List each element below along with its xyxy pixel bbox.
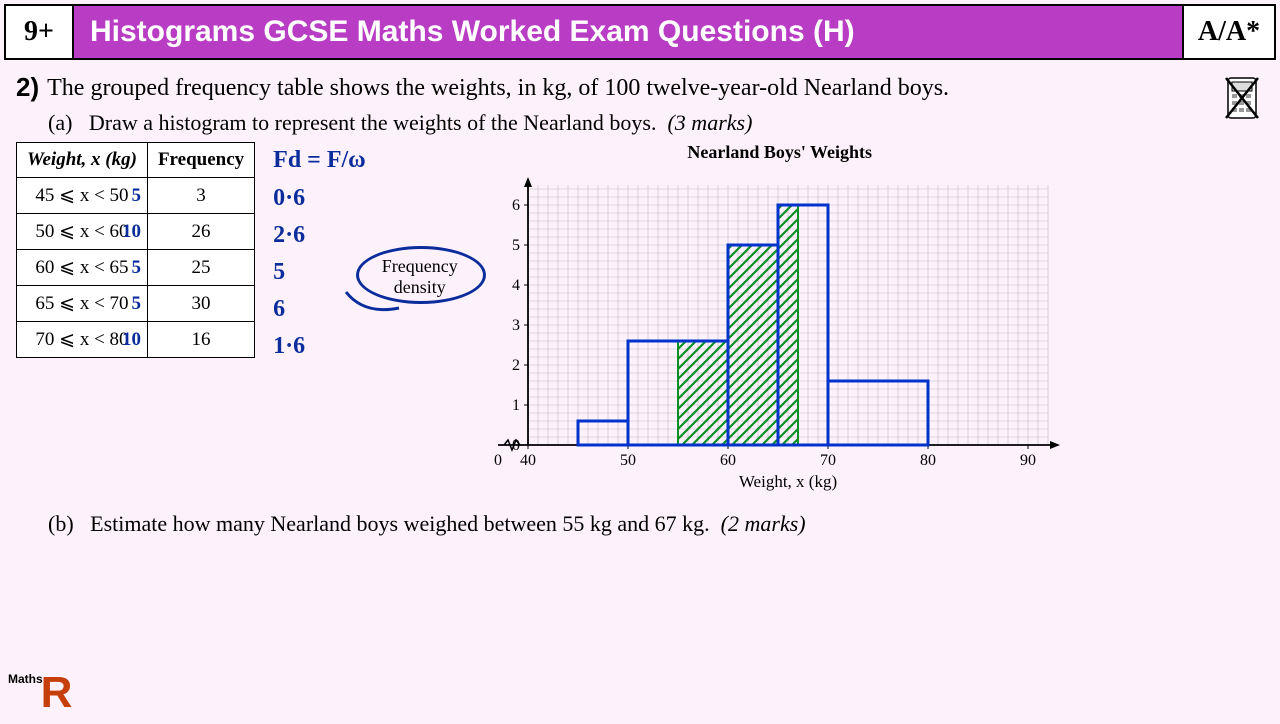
logo-r: R — [41, 668, 73, 717]
swoosh-icon — [344, 290, 404, 320]
svg-text:6: 6 — [512, 197, 520, 214]
table-row: 50 ⩽ x < 6010 26 — [17, 214, 255, 250]
svg-text:60: 60 — [720, 452, 736, 469]
frequency-table: Weight, x (kg) Frequency 45 ⩽ x < 505 3 … — [16, 142, 255, 358]
body-row: Weight, x (kg) Frequency 45 ⩽ x < 505 3 … — [16, 142, 1264, 497]
svg-text:50: 50 — [620, 452, 636, 469]
fd-value: 1·6 — [273, 328, 366, 365]
table-row: 45 ⩽ x < 505 3 — [17, 178, 255, 214]
fd-value: 5 — [273, 254, 366, 291]
col-weight-header: Weight, x (kg) — [17, 143, 148, 178]
range-cell: 45 ⩽ x < 50 — [35, 185, 128, 206]
table-row: 65 ⩽ x < 705 30 — [17, 286, 255, 322]
chart-svg: 01234560405060708090Weight, x (kg) — [480, 167, 1080, 497]
part-b-marks: (2 marks) — [721, 511, 806, 536]
svg-text:70: 70 — [820, 452, 836, 469]
svg-text:3: 3 — [512, 317, 520, 334]
svg-text:2: 2 — [512, 357, 520, 374]
part-a-marks: (3 marks) — [667, 110, 752, 135]
range-cell: 65 ⩽ x < 70 — [35, 293, 128, 314]
freq-cell: 16 — [147, 322, 254, 358]
width-annotation: 5 — [131, 185, 141, 207]
svg-text:0: 0 — [512, 437, 520, 454]
grade-box: 9+ — [6, 6, 74, 58]
width-annotation: 10 — [122, 221, 141, 243]
part-b-label: (b) — [48, 511, 74, 536]
logo-maths: Maths — [8, 672, 43, 686]
width-annotation: 10 — [122, 329, 141, 351]
svg-text:40: 40 — [520, 452, 536, 469]
svg-text:80: 80 — [920, 452, 936, 469]
header: 9+ Histograms GCSE Maths Worked Exam Que… — [4, 4, 1276, 60]
logo: MathsR — [8, 668, 72, 718]
col-freq-header: Frequency — [147, 143, 254, 178]
svg-text:1: 1 — [512, 397, 520, 414]
fd-formula: Fd = F/ω — [273, 142, 366, 179]
width-annotation: 5 — [131, 257, 141, 279]
svg-text:Weight, x (kg): Weight, x (kg) — [739, 472, 837, 491]
range-cell: 50 ⩽ x < 60 — [35, 221, 128, 242]
fd-value: 2·6 — [273, 217, 366, 254]
range-cell: 60 ⩽ x < 65 — [35, 257, 128, 278]
svg-text:5: 5 — [512, 237, 520, 254]
fd-column: Fd = F/ω 0·6 2·6 5 6 1·6 — [273, 142, 366, 365]
content: 2) The grouped frequency table shows the… — [0, 64, 1280, 551]
freq-cell: 25 — [147, 250, 254, 286]
part-b-text: Estimate how many Nearland boys weighed … — [90, 511, 710, 536]
ylabel-wrap: Frequency density — [374, 252, 466, 302]
question-text: The grouped frequency table shows the we… — [47, 72, 1264, 104]
freq-cell: 26 — [147, 214, 254, 250]
histogram-chart: Nearland Boys' Weights 01234560405060708… — [480, 142, 1080, 497]
question-number: 2) — [16, 72, 39, 103]
freq-cell: 3 — [147, 178, 254, 214]
part-a-label: (a) — [48, 110, 72, 135]
fd-value: 0·6 — [273, 180, 366, 217]
freq-cell: 30 — [147, 286, 254, 322]
svg-text:90: 90 — [1020, 452, 1036, 469]
level-box: A/A* — [1182, 6, 1274, 58]
part-a: (a) Draw a histogram to represent the we… — [48, 110, 1264, 136]
part-a-text: Draw a histogram to represent the weight… — [89, 110, 657, 135]
width-annotation: 5 — [131, 293, 141, 315]
svg-text:4: 4 — [512, 277, 520, 294]
part-b: (b) Estimate how many Nearland boys weig… — [48, 511, 1264, 537]
range-cell: 70 ⩽ x < 80 — [35, 329, 128, 350]
y-axis-label: Frequency density — [374, 252, 466, 302]
table-row: 70 ⩽ x < 8010 16 — [17, 322, 255, 358]
table-row: 60 ⩽ x < 655 25 — [17, 250, 255, 286]
chart-title: Nearland Boys' Weights — [480, 142, 1080, 163]
svg-text:0: 0 — [494, 452, 502, 469]
title: Histograms GCSE Maths Worked Exam Questi… — [74, 6, 1182, 58]
